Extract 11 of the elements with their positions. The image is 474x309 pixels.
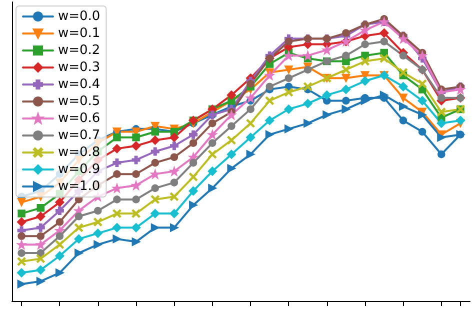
legend-label: w=0.4	[58, 77, 100, 92]
legend-label: w=0.9	[58, 162, 100, 177]
legend-label: w=0.3	[58, 60, 100, 75]
legend-label: w=0.7	[58, 128, 100, 143]
legend-label: w=0.8	[58, 145, 100, 160]
legend-label: w=0.0	[58, 9, 100, 24]
legend-label: w=0.5	[58, 94, 100, 109]
legend-label: w=0.1	[58, 26, 100, 41]
legend-label: w=0.2	[58, 43, 100, 58]
legend-label: w=1.0	[58, 179, 100, 194]
legend-label: w=0.6	[58, 111, 100, 126]
